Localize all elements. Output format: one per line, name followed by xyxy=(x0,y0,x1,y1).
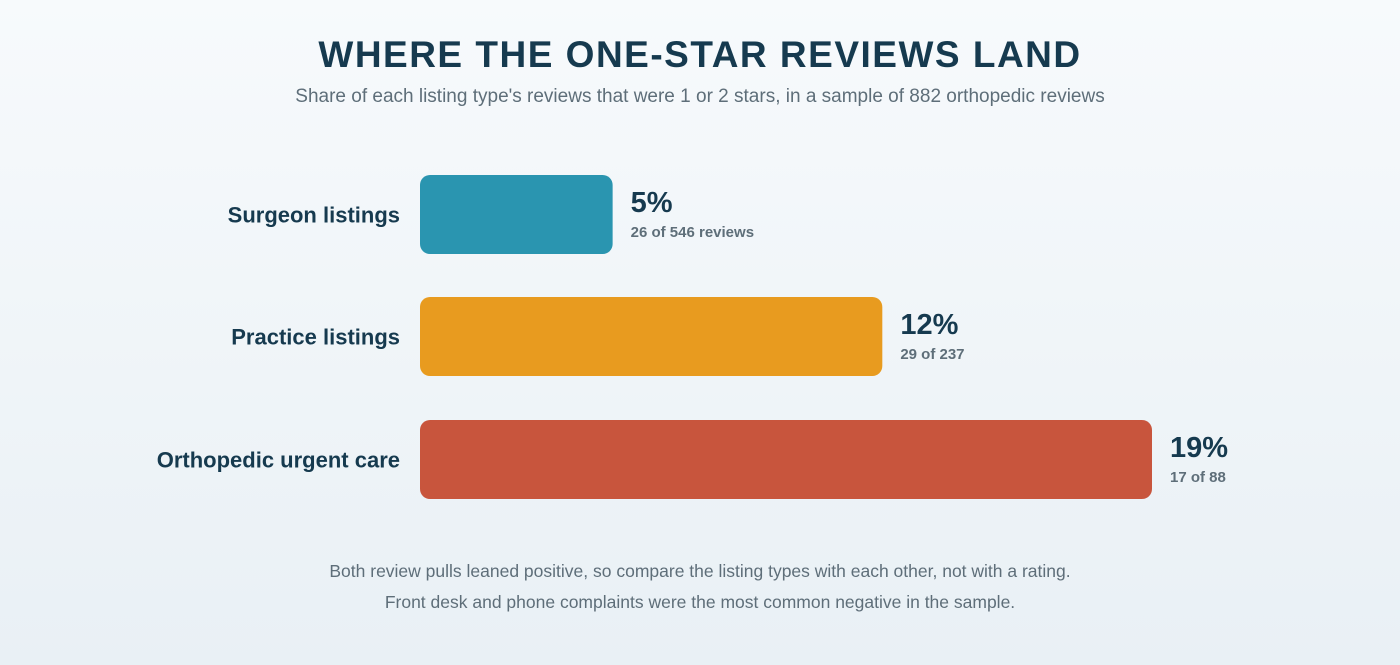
footnote-complaints: Front desk and phone complaints were the… xyxy=(384,592,1016,612)
count-label: 26 of 546 reviews xyxy=(631,224,754,241)
value-label: 5% xyxy=(631,187,673,219)
value-label: 12% xyxy=(900,309,958,341)
bar xyxy=(420,175,613,254)
category-label: Surgeon listings xyxy=(228,203,400,228)
chart-subtitle: Share of each listing type's reviews tha… xyxy=(295,86,1105,107)
value-label: 19% xyxy=(1170,432,1228,464)
category-label: Practice listings xyxy=(231,325,400,350)
footnote-comparison: Both review pulls leaned positive, so co… xyxy=(329,561,1071,581)
category-label: Orthopedic urgent care xyxy=(157,448,400,473)
bar-row-orthopedic-urgent-care: Orthopedic urgent care 19% 17 of 88 xyxy=(157,420,1228,499)
bar xyxy=(420,297,883,376)
bar-row-practice-listings: Practice listings 12% 29 of 237 xyxy=(231,297,965,376)
chart-title: WHERE THE ONE-STAR REVIEWS LAND xyxy=(318,34,1082,75)
count-label: 29 of 237 xyxy=(900,346,964,363)
count-label: 17 of 88 xyxy=(1170,469,1226,486)
bar xyxy=(420,420,1152,499)
bar-row-surgeon-listings: Surgeon listings 5% 26 of 546 reviews xyxy=(228,175,754,254)
